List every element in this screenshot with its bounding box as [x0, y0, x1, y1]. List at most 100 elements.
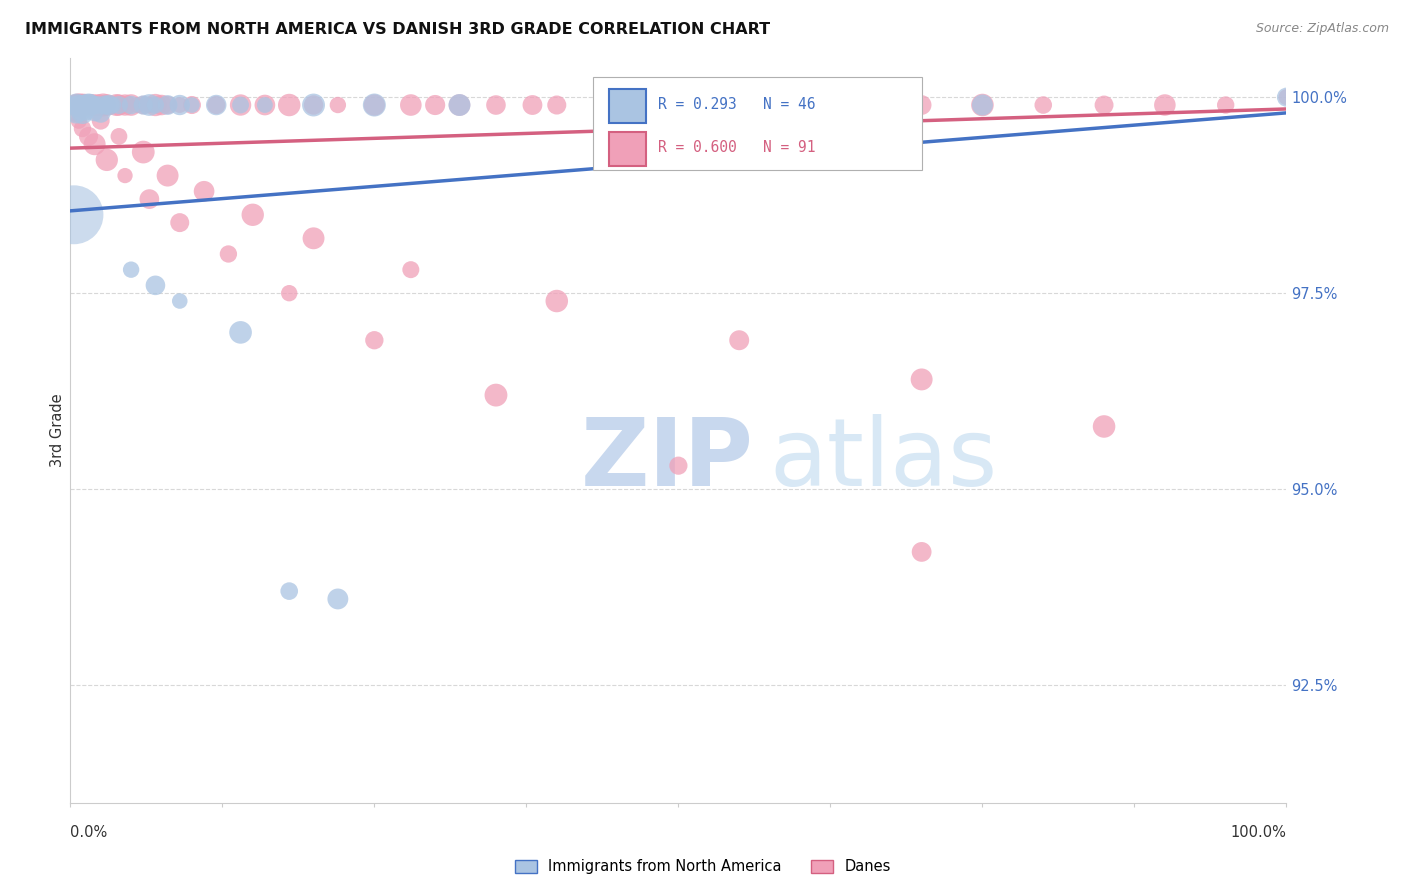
Point [849, 98, 872, 112]
Bar [609, 89, 645, 123]
Point [82, 98, 104, 112]
Point [278, 584, 301, 599]
Point [1275, 90, 1298, 104]
Point [82, 98, 104, 112]
Point [911, 98, 934, 112]
Point [63, 208, 86, 222]
Point [120, 98, 142, 112]
Point [217, 247, 239, 261]
Point [138, 98, 160, 112]
Point [120, 262, 142, 277]
Point [242, 208, 264, 222]
Point [789, 98, 811, 112]
Point [101, 98, 124, 112]
Point [326, 98, 349, 112]
Point [145, 278, 167, 293]
Point [546, 98, 568, 112]
Point [73, 98, 96, 112]
Point [69, 98, 91, 112]
Point [90, 113, 112, 128]
Point [132, 145, 155, 159]
Point [63, 98, 86, 112]
FancyBboxPatch shape [593, 77, 922, 169]
Point [193, 184, 215, 198]
Point [911, 545, 934, 559]
Point [73, 98, 96, 112]
Point [278, 98, 301, 112]
Point [425, 98, 447, 112]
Point [181, 98, 204, 112]
Point [83, 106, 105, 120]
Point [911, 372, 934, 386]
Text: 0.0%: 0.0% [70, 825, 107, 840]
Point [1275, 90, 1298, 104]
Point [72, 106, 94, 120]
Point [72, 98, 94, 112]
Point [145, 98, 167, 112]
Point [728, 98, 751, 112]
Point [253, 98, 276, 112]
Point [76, 98, 98, 112]
Point [66, 98, 89, 112]
Point [606, 98, 628, 112]
Point [79, 98, 101, 112]
Point [114, 169, 136, 183]
Point [67, 98, 90, 112]
Point [169, 98, 191, 112]
Point [82, 98, 104, 112]
Point [98, 98, 121, 112]
Point [363, 98, 385, 112]
Point [62, 98, 84, 112]
Point [546, 293, 568, 308]
Point [156, 98, 179, 112]
Point [72, 121, 94, 136]
Point [485, 98, 508, 112]
Point [253, 98, 276, 112]
Point [789, 98, 811, 112]
Point [668, 458, 690, 473]
Point [127, 98, 149, 112]
Point [77, 98, 100, 112]
Point [156, 169, 179, 183]
Point [65, 106, 87, 120]
Point [138, 98, 160, 112]
Point [1092, 419, 1115, 434]
Point [326, 591, 349, 606]
Point [522, 98, 544, 112]
Point [86, 98, 108, 112]
Point [363, 333, 385, 347]
Point [449, 98, 471, 112]
Point [138, 192, 160, 206]
Point [77, 129, 100, 144]
Point [363, 98, 385, 112]
Text: R = 0.293   N = 46: R = 0.293 N = 46 [658, 97, 815, 112]
Point [108, 98, 131, 112]
Point [93, 98, 115, 112]
Point [169, 293, 191, 308]
Point [96, 98, 118, 112]
Point [82, 98, 104, 112]
Point [668, 98, 690, 112]
Point [156, 98, 179, 112]
Point [132, 98, 155, 112]
Point [485, 388, 508, 402]
Text: Source: ZipAtlas.com: Source: ZipAtlas.com [1256, 22, 1389, 36]
Point [302, 231, 325, 245]
Point [77, 98, 100, 112]
Point [169, 216, 191, 230]
Point [972, 98, 994, 112]
Point [67, 98, 90, 112]
Point [63, 98, 86, 112]
Point [1032, 98, 1054, 112]
Point [75, 98, 97, 112]
Text: 100.0%: 100.0% [1230, 825, 1286, 840]
Point [67, 113, 90, 128]
Point [96, 153, 118, 167]
Point [1215, 98, 1237, 112]
Point [145, 98, 167, 112]
Point [96, 98, 118, 112]
Point [606, 98, 628, 112]
Point [1092, 98, 1115, 112]
Text: R = 0.600   N = 91: R = 0.600 N = 91 [658, 140, 815, 154]
Point [229, 98, 252, 112]
